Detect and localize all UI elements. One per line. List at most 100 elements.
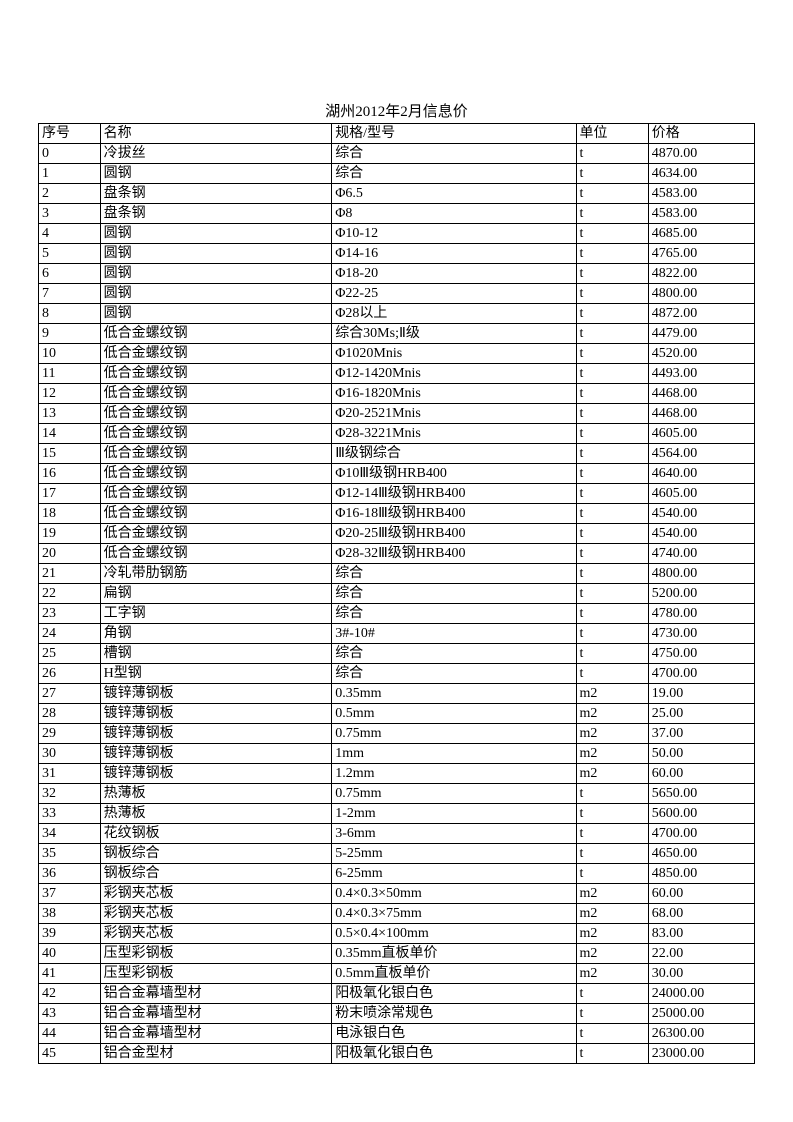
- cell-unit: m2: [576, 924, 648, 944]
- cell-seq: 36: [39, 864, 101, 884]
- cell-spec: Φ12-1420Mnis: [332, 364, 576, 384]
- cell-spec: Φ10Ⅲ级钢HRB400: [332, 464, 576, 484]
- cell-price: 19.00: [648, 684, 754, 704]
- cell-spec: 阳极氧化银白色: [332, 984, 576, 1004]
- cell-name: 圆钢: [100, 304, 332, 324]
- cell-spec: 综合: [332, 144, 576, 164]
- cell-spec: Φ6.5: [332, 184, 576, 204]
- table-row: 10低合金螺纹钢Φ1020Mnist4520.00: [39, 344, 755, 364]
- cell-name: 低合金螺纹钢: [100, 384, 332, 404]
- cell-name: 圆钢: [100, 224, 332, 244]
- cell-name: 铝合金型材: [100, 1044, 332, 1064]
- table-row: 27镀锌薄钢板0.35mmm219.00: [39, 684, 755, 704]
- cell-unit: m2: [576, 724, 648, 744]
- cell-unit: m2: [576, 884, 648, 904]
- cell-unit: t: [576, 464, 648, 484]
- cell-name: 压型彩钢板: [100, 964, 332, 984]
- cell-seq: 3: [39, 204, 101, 224]
- cell-spec: 综合: [332, 564, 576, 584]
- table-row: 35钢板综合5-25mmt4650.00: [39, 844, 755, 864]
- cell-seq: 4: [39, 224, 101, 244]
- cell-price: 4479.00: [648, 324, 754, 344]
- cell-seq: 41: [39, 964, 101, 984]
- table-row: 17低合金螺纹钢Φ12-14Ⅲ级钢HRB400t4605.00: [39, 484, 755, 504]
- cell-seq: 42: [39, 984, 101, 1004]
- cell-price: 4564.00: [648, 444, 754, 464]
- cell-unit: t: [576, 164, 648, 184]
- cell-name: 彩钢夹芯板: [100, 924, 332, 944]
- table-row: 19低合金螺纹钢Φ20-25Ⅲ级钢HRB400t4540.00: [39, 524, 755, 544]
- cell-spec: 综合: [332, 584, 576, 604]
- cell-unit: t: [576, 984, 648, 1004]
- cell-seq: 21: [39, 564, 101, 584]
- cell-name: 角钢: [100, 624, 332, 644]
- cell-name: 低合金螺纹钢: [100, 424, 332, 444]
- cell-seq: 31: [39, 764, 101, 784]
- table-row: 38彩钢夹芯板0.4×0.3×75mmm268.00: [39, 904, 755, 924]
- cell-price: 4540.00: [648, 504, 754, 524]
- cell-spec: Φ16-18Ⅲ级钢HRB400: [332, 504, 576, 524]
- cell-name: 镀锌薄钢板: [100, 764, 332, 784]
- cell-name: 低合金螺纹钢: [100, 344, 332, 364]
- cell-spec: 0.4×0.3×75mm: [332, 904, 576, 924]
- table-row: 44铝合金幕墙型材电泳银白色t26300.00: [39, 1024, 755, 1044]
- cell-price: 4468.00: [648, 384, 754, 404]
- cell-seq: 23: [39, 604, 101, 624]
- cell-spec: 6-25mm: [332, 864, 576, 884]
- cell-seq: 25: [39, 644, 101, 664]
- cell-price: 60.00: [648, 884, 754, 904]
- cell-price: 4583.00: [648, 184, 754, 204]
- cell-unit: t: [576, 804, 648, 824]
- cell-seq: 24: [39, 624, 101, 644]
- cell-unit: m2: [576, 904, 648, 924]
- cell-seq: 34: [39, 824, 101, 844]
- cell-seq: 29: [39, 724, 101, 744]
- cell-price: 4640.00: [648, 464, 754, 484]
- cell-price: 22.00: [648, 944, 754, 964]
- cell-seq: 1: [39, 164, 101, 184]
- cell-unit: t: [576, 184, 648, 204]
- cell-name: 彩钢夹芯板: [100, 884, 332, 904]
- cell-spec: 0.5×0.4×100mm: [332, 924, 576, 944]
- cell-unit: t: [576, 204, 648, 224]
- table-row: 9低合金螺纹钢综合30Ms;Ⅱ级t4479.00: [39, 324, 755, 344]
- cell-price: 4605.00: [648, 424, 754, 444]
- cell-unit: t: [576, 584, 648, 604]
- cell-spec: Φ28-3221Mnis: [332, 424, 576, 444]
- cell-seq: 32: [39, 784, 101, 804]
- cell-name: 低合金螺纹钢: [100, 504, 332, 524]
- cell-unit: t: [576, 824, 648, 844]
- cell-name: 镀锌薄钢板: [100, 724, 332, 744]
- cell-name: 低合金螺纹钢: [100, 484, 332, 504]
- cell-unit: m2: [576, 744, 648, 764]
- cell-unit: t: [576, 444, 648, 464]
- table-row: 18低合金螺纹钢Φ16-18Ⅲ级钢HRB400t4540.00: [39, 504, 755, 524]
- cell-unit: t: [576, 664, 648, 684]
- cell-price: 4800.00: [648, 564, 754, 584]
- table-row: 3盘条钢Φ8t4583.00: [39, 204, 755, 224]
- cell-price: 37.00: [648, 724, 754, 744]
- cell-spec: 5-25mm: [332, 844, 576, 864]
- cell-spec: 阳极氧化银白色: [332, 1044, 576, 1064]
- table-row: 15低合金螺纹钢Ⅲ级钢综合t4564.00: [39, 444, 755, 464]
- cell-seq: 38: [39, 904, 101, 924]
- price-table: 序号 名称 规格/型号 单位 价格 0冷拔丝综合t4870.001圆钢综合t46…: [38, 123, 755, 1064]
- cell-name: 圆钢: [100, 264, 332, 284]
- cell-name: 工字钢: [100, 604, 332, 624]
- cell-seq: 37: [39, 884, 101, 904]
- table-row: 6圆钢Φ18-20t4822.00: [39, 264, 755, 284]
- cell-spec: Φ14-16: [332, 244, 576, 264]
- cell-unit: t: [576, 564, 648, 584]
- cell-price: 4740.00: [648, 544, 754, 564]
- table-row: 4圆钢Φ10-12t4685.00: [39, 224, 755, 244]
- cell-unit: t: [576, 324, 648, 344]
- cell-unit: t: [576, 844, 648, 864]
- cell-name: 镀锌薄钢板: [100, 744, 332, 764]
- cell-name: 低合金螺纹钢: [100, 464, 332, 484]
- cell-unit: t: [576, 244, 648, 264]
- cell-unit: m2: [576, 684, 648, 704]
- table-row: 13低合金螺纹钢Φ20-2521Mnist4468.00: [39, 404, 755, 424]
- cell-name: 钢板综合: [100, 844, 332, 864]
- cell-seq: 35: [39, 844, 101, 864]
- cell-seq: 18: [39, 504, 101, 524]
